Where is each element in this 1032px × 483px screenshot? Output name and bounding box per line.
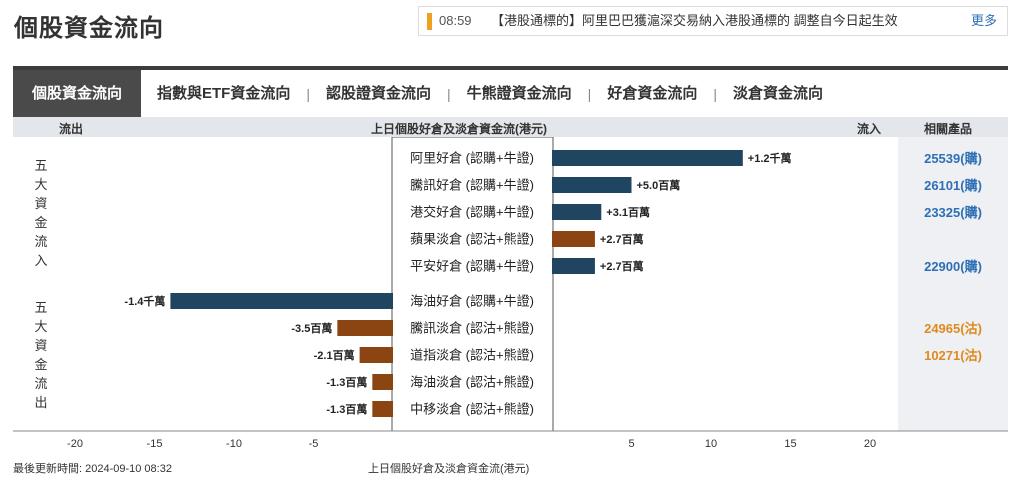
value-label: -1.4千萬 bbox=[124, 294, 165, 308]
related-product-link[interactable]: 25539(購) bbox=[924, 151, 982, 166]
value-label: +1.2千萬 bbox=[748, 151, 792, 165]
center-label-box bbox=[391, 137, 554, 432]
row-label: 港交好倉 (認購+牛證) bbox=[410, 205, 534, 220]
header-inflow: 流入 bbox=[857, 122, 882, 136]
news-ticker[interactable]: 08:59 【港股通標的】阿里巴巴獲滬深交易納入港股通標的 調整自今日起生效 更… bbox=[418, 6, 1008, 36]
header-center: 上日個股好倉及淡倉資金流(港元) bbox=[371, 122, 547, 136]
tab-3[interactable]: 牛熊證資金流向 bbox=[466, 85, 572, 102]
related-product-link[interactable]: 10271(沽) bbox=[924, 348, 982, 363]
flow-bar bbox=[372, 401, 393, 417]
row-label: 中移淡倉 (認沽+熊證) bbox=[410, 402, 534, 417]
row-label: 道指淡倉 (認沽+熊證) bbox=[410, 348, 534, 363]
inflow-group-label: 五大資金流入 bbox=[34, 158, 48, 268]
value-label: -3.5百萬 bbox=[291, 321, 332, 335]
value-label: +2.7百萬 bbox=[600, 232, 644, 246]
header-related-products: 相關產品 bbox=[924, 122, 973, 136]
related-products-column-bg bbox=[898, 137, 1008, 431]
value-label: -2.1百萬 bbox=[314, 348, 355, 362]
value-label: -1.3百萬 bbox=[326, 375, 367, 389]
header-outflow: 流出 bbox=[59, 122, 84, 136]
tab-2[interactable]: 認股證資金流向 bbox=[326, 85, 432, 102]
tab-separator: | bbox=[447, 85, 451, 102]
tab-separator: | bbox=[587, 85, 592, 102]
x-tick-label: 15 bbox=[784, 438, 796, 450]
row-label: 海油好倉 (認購+牛證) bbox=[410, 294, 534, 309]
table-header: 流出 上日個股好倉及淡倉資金流(港元) 流入 相關產品 bbox=[13, 117, 1008, 137]
row-label: 蘋果淡倉 (認沽+熊證) bbox=[410, 232, 534, 247]
flow-bar bbox=[552, 258, 595, 274]
last-updated: 最後更新時間: 2024-09-10 08:32 bbox=[13, 463, 172, 475]
news-time: 08:59 bbox=[439, 13, 472, 28]
page-title: 個股資金流向 bbox=[14, 15, 164, 42]
row-label: 騰訊好倉 (認購+牛證) bbox=[410, 178, 534, 193]
fund-flow-chart: 阿里好倉 (認購+牛證) +1.2千萬 25539(購) 騰訊好倉 (認購+牛證) +5… bbox=[13, 137, 1008, 450]
tab-separator: | bbox=[713, 85, 717, 102]
related-product-link[interactable]: 24965(沽) bbox=[924, 321, 982, 336]
flow-bar bbox=[552, 231, 595, 247]
row-label: 騰訊淡倉 (認沽+熊證) bbox=[410, 321, 534, 336]
x-tick-label: -15 bbox=[147, 438, 163, 450]
flow-bar bbox=[552, 204, 602, 220]
row-label: 阿里好倉 (認購+牛證) bbox=[410, 151, 534, 166]
flow-bar bbox=[337, 320, 393, 336]
x-tick-label: -10 bbox=[226, 438, 242, 450]
tab-5[interactable]: 淡倉資金流向 bbox=[732, 85, 823, 102]
tab-1[interactable]: 指數與ETF資金流向 bbox=[157, 85, 291, 102]
tab-separator: | bbox=[306, 85, 310, 102]
flow-bar bbox=[372, 374, 393, 390]
tab-4[interactable]: 好倉資金流向 bbox=[607, 85, 698, 102]
value-label: +3.1百萬 bbox=[606, 205, 650, 219]
flow-bar bbox=[552, 177, 632, 193]
related-product-link[interactable]: 23325(購) bbox=[924, 205, 982, 220]
x-tick-label: -5 bbox=[309, 438, 319, 450]
tab-bar: 個股資金流向 指數與ETF資金流向 | 認股證資金流向 | 牛熊證資金流向 | 好倉資金流向 |… bbox=[13, 66, 1008, 117]
row-label: 平安好倉 (認購+牛證) bbox=[410, 259, 534, 274]
flow-bar bbox=[170, 293, 393, 309]
related-product-link[interactable]: 26101(購) bbox=[924, 178, 982, 193]
tab-0[interactable]: 個股資金流向 bbox=[13, 70, 142, 117]
flow-bar bbox=[552, 150, 743, 166]
more-news-link[interactable]: 更多 bbox=[970, 13, 997, 28]
x-tick-label: 10 bbox=[705, 438, 717, 450]
value-label: +2.7百萬 bbox=[600, 259, 644, 273]
x-tick-label: 5 bbox=[628, 438, 634, 450]
chart-caption: 上日個股好倉及淡倉資金流(港元) bbox=[368, 463, 530, 475]
value-label: -1.3百萬 bbox=[326, 402, 367, 416]
news-headline-link[interactable]: 【港股通標的】阿里巴巴獲滬深交易納入港股通標的 調整自今日起生效 bbox=[491, 13, 898, 28]
related-product-link[interactable]: 22900(購) bbox=[924, 259, 982, 274]
value-label: +5.0百萬 bbox=[637, 178, 681, 192]
row-label: 海油淡倉 (認沽+熊證) bbox=[410, 375, 534, 390]
x-tick-label: -20 bbox=[67, 438, 83, 450]
x-tick-label: 20 bbox=[864, 438, 876, 450]
outflow-group-label: 五大資金流出 bbox=[34, 300, 48, 410]
flow-bar bbox=[359, 347, 393, 363]
news-accent-bar bbox=[427, 13, 432, 30]
